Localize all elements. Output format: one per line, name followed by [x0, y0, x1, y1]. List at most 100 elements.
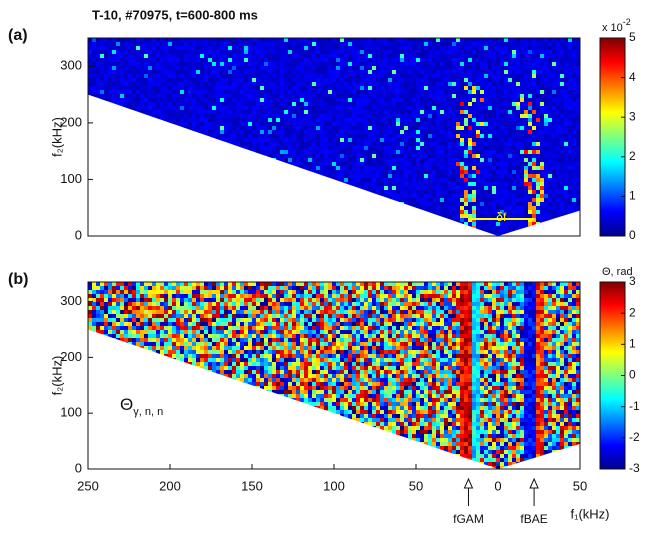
- cell: [156, 62, 160, 66]
- cell: [124, 178, 128, 182]
- cell: [424, 94, 428, 98]
- cell: [172, 114, 176, 118]
- cell: [180, 74, 184, 78]
- cell: [180, 198, 184, 202]
- cell: [208, 150, 212, 154]
- cell: [200, 50, 204, 54]
- cell: [260, 134, 264, 138]
- cell: [400, 82, 404, 86]
- cell: [532, 130, 536, 134]
- cell: [192, 54, 196, 58]
- cell: [428, 94, 432, 98]
- cell: [144, 162, 148, 166]
- cell: [292, 102, 296, 106]
- cell: [168, 142, 172, 146]
- cell: [160, 62, 164, 66]
- cell: [280, 110, 284, 114]
- cell: [380, 78, 384, 82]
- cell: [456, 182, 460, 186]
- cell: [96, 194, 100, 198]
- cell: [220, 66, 224, 70]
- cell: [248, 70, 252, 74]
- cell: [512, 66, 516, 70]
- cell: [212, 158, 216, 162]
- cell: [328, 74, 332, 78]
- cell: [204, 46, 208, 50]
- cell: [212, 50, 216, 54]
- cell: [456, 106, 460, 110]
- cell: [264, 118, 268, 122]
- cell: [496, 118, 500, 122]
- cell: [132, 66, 136, 70]
- cell: [376, 90, 380, 94]
- cell: [532, 134, 536, 138]
- cell: [336, 142, 340, 146]
- cell: [112, 178, 116, 182]
- cell: [308, 82, 312, 86]
- cell: [544, 38, 548, 42]
- cell: [260, 158, 264, 162]
- cell: [240, 170, 244, 174]
- cell: [248, 170, 252, 174]
- cell: [544, 154, 548, 158]
- cell: [564, 58, 568, 62]
- cell: [104, 126, 108, 130]
- cell: [440, 106, 444, 110]
- cell: [368, 94, 372, 98]
- cell: [436, 66, 440, 70]
- cell: [556, 118, 560, 122]
- cell: [260, 138, 264, 142]
- cell: [424, 90, 428, 94]
- cell: [556, 106, 560, 110]
- cell: [104, 118, 108, 122]
- cell: [280, 158, 284, 162]
- cell: [556, 38, 560, 42]
- cell: [168, 178, 172, 182]
- cell: [240, 146, 244, 150]
- cell: [88, 138, 92, 142]
- cell: [264, 42, 268, 46]
- cell: [512, 118, 516, 122]
- cell: [504, 102, 508, 106]
- cell: [388, 42, 392, 46]
- cell: [540, 162, 544, 166]
- cell: [384, 110, 388, 114]
- cell: [344, 54, 348, 58]
- cell: [276, 98, 280, 102]
- cell: [488, 90, 492, 94]
- cell: [156, 190, 160, 194]
- cell: [340, 134, 344, 138]
- cell: [248, 114, 252, 118]
- cell: [556, 146, 560, 150]
- cell: [176, 198, 180, 202]
- cell: [432, 110, 436, 114]
- cell: [528, 78, 532, 82]
- cell: [156, 58, 160, 62]
- cell: [128, 110, 132, 114]
- cell: [128, 102, 132, 106]
- cell: [400, 102, 404, 106]
- cell: [360, 46, 364, 50]
- cell: [152, 54, 156, 58]
- cell: [532, 50, 536, 54]
- cell: [440, 162, 444, 166]
- cell: [168, 50, 172, 54]
- cell: [332, 98, 336, 102]
- cell: [520, 74, 524, 78]
- cell: [184, 194, 188, 198]
- cell: [316, 78, 320, 82]
- cell: [456, 186, 460, 190]
- cell: [300, 150, 304, 154]
- cell: [536, 106, 540, 110]
- cell: [312, 106, 316, 110]
- cell: [364, 82, 368, 86]
- cell: [392, 54, 396, 58]
- cell: [576, 194, 580, 198]
- cell: [472, 146, 476, 150]
- cell: [256, 138, 260, 142]
- cell: [308, 118, 312, 122]
- cell: [124, 58, 128, 62]
- cell: [272, 70, 276, 74]
- cell: [228, 94, 232, 98]
- cell: [192, 190, 196, 194]
